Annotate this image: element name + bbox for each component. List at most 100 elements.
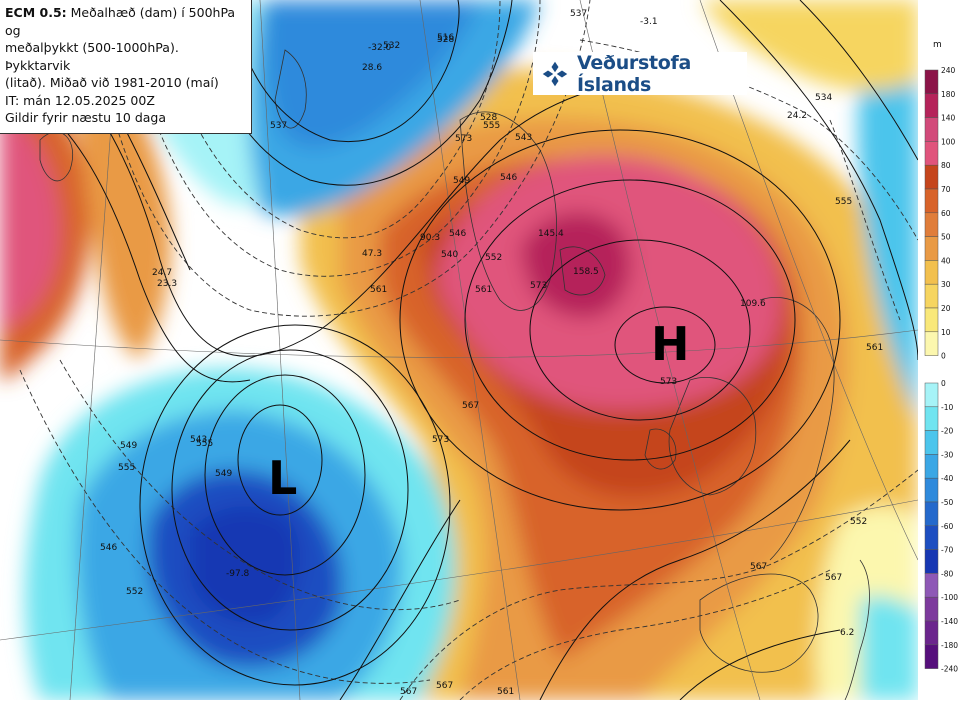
contour-label: 573	[432, 435, 449, 445]
legend-tick-label: -240	[941, 665, 958, 674]
value-label: 109.6	[740, 299, 766, 309]
legend-swatch	[924, 69, 939, 95]
value-label: 24.2	[787, 111, 807, 121]
legend-tick-label: 0	[941, 352, 946, 361]
contour-label: 573	[660, 377, 677, 387]
legend-swatch	[924, 331, 939, 356]
contour-label: 573	[455, 134, 472, 144]
legend-swatch	[924, 117, 939, 142]
contour-label: 552	[485, 253, 502, 263]
legend-tick-label: 10	[941, 328, 951, 337]
legend-swatch	[924, 93, 939, 118]
legend-tick-label: -20	[941, 427, 953, 436]
contour-label: 546	[100, 543, 117, 553]
legend-tick-label: -30	[941, 450, 953, 459]
contour-label: 573	[530, 281, 547, 291]
legend-swatch	[924, 549, 939, 574]
legend-swatch	[924, 454, 939, 479]
legend-swatch	[924, 406, 939, 431]
contour-label: 567	[436, 681, 453, 691]
legend-swatch	[924, 573, 939, 598]
legend-tick-label: 80	[941, 161, 951, 170]
legend-unit: m	[933, 40, 942, 50]
contour-label: 540	[441, 250, 458, 260]
legend-tick-label: 50	[941, 233, 951, 242]
value-label: 90.3	[420, 233, 440, 243]
high-pressure-label: H	[651, 317, 690, 371]
contour-label: 549	[120, 441, 137, 451]
legend-tick-label: -180	[941, 641, 958, 650]
contour-label: 555	[196, 439, 213, 449]
logo-text: Veðurstofa Íslands	[576, 51, 692, 96]
value-label: -97.8	[226, 569, 250, 579]
legend-swatch	[924, 382, 939, 408]
legend-swatch	[924, 212, 939, 237]
value-label: 6.2	[840, 628, 854, 638]
contour-label: 555	[118, 463, 135, 473]
legend-swatch	[924, 596, 939, 622]
contour-label: 555	[835, 197, 852, 207]
contour-label: 555	[483, 121, 500, 131]
legend-tick-label: 70	[941, 185, 951, 194]
contour-label: 516	[437, 33, 454, 43]
legend-swatch	[924, 141, 939, 166]
contour-labels: 528 532 516 537 543 549 555 561 567 573 546 552 549 5…	[100, 9, 883, 697]
legend-swatch	[924, 620, 939, 646]
info-line-4: IT: mán 12.05.2025 00Z	[5, 92, 155, 108]
value-label: 47.3	[362, 249, 382, 259]
legend-swatch	[924, 525, 939, 550]
info-line-5: Gildir fyrir næstu 10 daga	[5, 110, 167, 125]
contour-label: 549	[215, 469, 232, 479]
contour-label: 567	[825, 573, 842, 583]
contour-label: 543	[190, 435, 207, 445]
contour-label: 543	[515, 133, 532, 143]
legend-swatch	[924, 477, 939, 503]
legend-tick-label: -10	[941, 403, 953, 412]
logo: Veðurstofa Íslands	[533, 51, 747, 96]
contour-label: 546	[449, 229, 466, 239]
legend-swatch	[924, 164, 939, 190]
value-label: 145.4	[538, 229, 564, 239]
contour-label: 534	[815, 93, 832, 103]
color-legend: 240180140100807060504030201000-10-20-30-…	[924, 66, 958, 674]
legend-swatch	[924, 260, 939, 285]
low-pressure-label: L	[268, 451, 297, 505]
contour-label: 552	[126, 587, 143, 597]
contour-label: 546	[500, 173, 517, 183]
legend-tick-label: 30	[941, 280, 951, 289]
value-label: -32.0	[368, 43, 392, 53]
legend-tick-label: -60	[941, 522, 953, 531]
legend-tick-label: 100	[941, 137, 956, 146]
value-label: 28.6	[362, 63, 382, 73]
legend-tick-label: 180	[941, 90, 956, 99]
legend-swatch	[924, 644, 939, 669]
contour-label: 567	[462, 401, 479, 411]
value-label: -3.1	[640, 17, 658, 27]
model-name: ECM 0.5:	[5, 5, 67, 20]
logo-icon	[542, 61, 568, 86]
coastlines	[39, 49, 870, 700]
contour-label: 549	[453, 176, 470, 186]
contour-label: 532	[383, 41, 400, 51]
legend-tick-label: 0	[941, 379, 946, 388]
info-line-2: meðalþykkt (500-1000hPa). Þykktarvik	[5, 40, 179, 73]
contour-label: 537	[570, 9, 587, 19]
legend-tick-label: 20	[941, 304, 951, 313]
contour-label: 552	[850, 517, 867, 527]
legend-tick-label: 240	[941, 66, 956, 75]
legend-swatch	[924, 188, 939, 214]
legend-tick-label: -70	[941, 546, 953, 555]
legend-swatch	[924, 236, 939, 261]
legend-tick-label: -140	[941, 617, 958, 626]
legend-tick-label: -50	[941, 498, 953, 507]
height-contours	[0, 0, 918, 700]
contour-label: 528	[480, 113, 497, 123]
legend-swatch	[924, 283, 939, 309]
map-info-box: ECM 0.5: Meðalhæð (dam) í 500hPa og meða…	[0, 0, 252, 134]
contour-label: 528	[437, 35, 454, 45]
value-label: 23.3	[157, 279, 177, 289]
value-label: 24.7	[152, 268, 172, 278]
legend-tick-label: -100	[941, 593, 958, 602]
contour-label: 567	[750, 562, 767, 572]
contour-label: 537	[270, 121, 287, 131]
